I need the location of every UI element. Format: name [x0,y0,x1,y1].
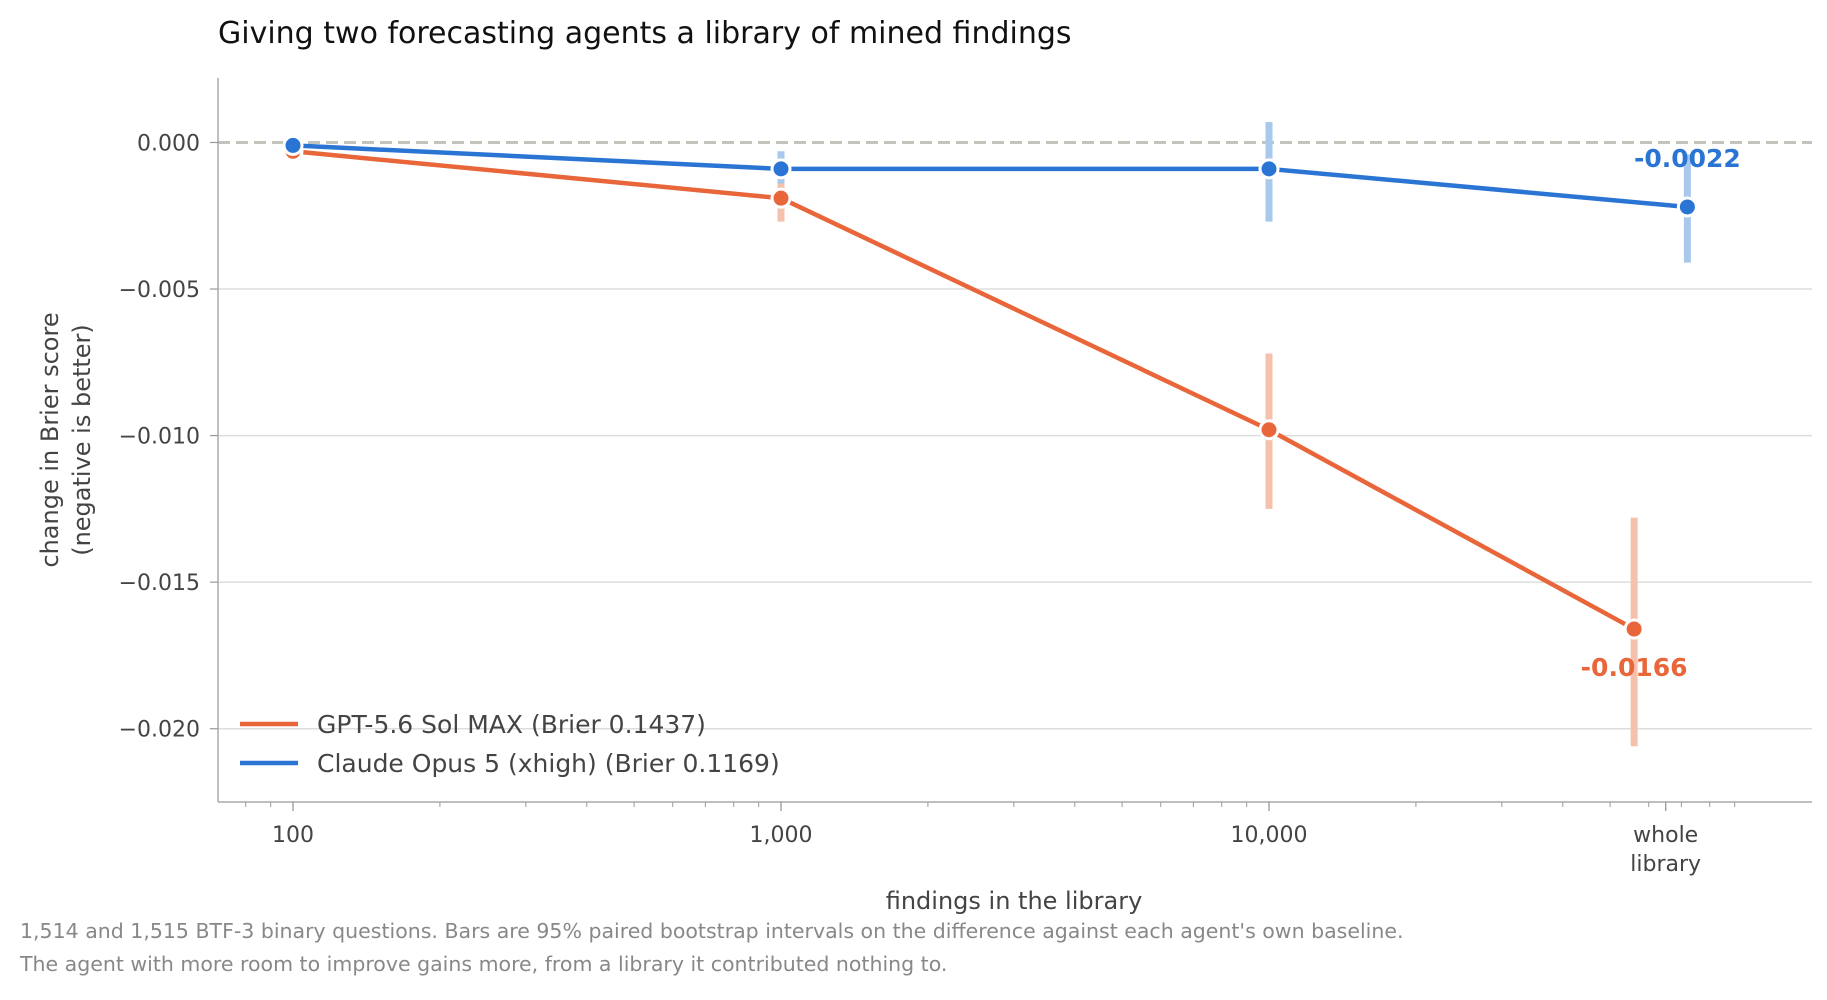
y-tick-label: −0.020 [119,718,200,743]
series-line [292,143,1688,210]
y-tick-label: −0.015 [119,571,200,596]
end-value-label: -0.0022 [1634,144,1741,173]
data-point [1676,196,1698,218]
y-tick-label: −0.005 [119,278,200,303]
caption-line-2: The agent with more room to improve gain… [20,952,948,976]
data-point [770,187,792,209]
x-tick-label: 100 [272,823,314,848]
data-point [1258,158,1280,180]
data-point [1623,618,1645,640]
caption-line-1: 1,514 and 1,515 BTF-3 binary questions. … [20,919,1404,943]
legend-entry: Claude Opus 5 (xhigh) (Brier 0.1169) [317,749,780,778]
data-point [770,158,792,180]
end-value-label: -0.0166 [1581,653,1688,682]
data-point [1258,419,1280,441]
data-point [282,134,304,156]
x-axis-label: findings in the library [886,887,1143,915]
chart-title: Giving two forecasting agents a library … [218,16,1072,51]
y-tick-label: 0.000 [137,131,200,156]
legend-entry: GPT-5.6 Sol MAX (Brier 0.1437) [317,710,706,739]
series-line [292,149,1636,632]
y-axis-label: change in Brier score [36,312,64,567]
x-tick-label: whole [1633,823,1698,848]
x-tick-label: library [1630,852,1701,877]
y-axis-label: (negative is better) [68,324,96,556]
y-tick-label: −0.010 [119,425,200,450]
x-tick-label: 10,000 [1231,823,1308,848]
x-tick-label: 1,000 [750,823,813,848]
